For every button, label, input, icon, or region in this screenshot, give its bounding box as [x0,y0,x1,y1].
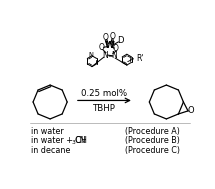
Text: N: N [89,52,94,58]
Text: in water + CH: in water + CH [31,136,87,145]
Text: R': R' [136,54,144,63]
Text: in decane: in decane [31,146,70,155]
Text: N: N [102,50,108,60]
Text: (Procedure B): (Procedure B) [125,136,180,145]
Text: O: O [188,106,194,115]
Text: N: N [111,51,117,60]
Text: W: W [105,41,115,50]
Text: 0.25 mol%: 0.25 mol% [81,89,127,98]
Text: in water: in water [31,127,63,136]
Text: =: = [107,53,113,60]
Text: O: O [113,44,119,53]
Text: (Procedure A): (Procedure A) [125,127,180,136]
Text: O: O [110,32,116,41]
Text: (Procedure C): (Procedure C) [125,146,180,155]
Text: D: D [117,36,124,45]
Text: TBHP: TBHP [93,104,116,113]
Text: 3: 3 [71,140,75,145]
Text: O: O [102,33,108,42]
Text: CN: CN [75,136,86,145]
Text: O: O [98,43,104,52]
